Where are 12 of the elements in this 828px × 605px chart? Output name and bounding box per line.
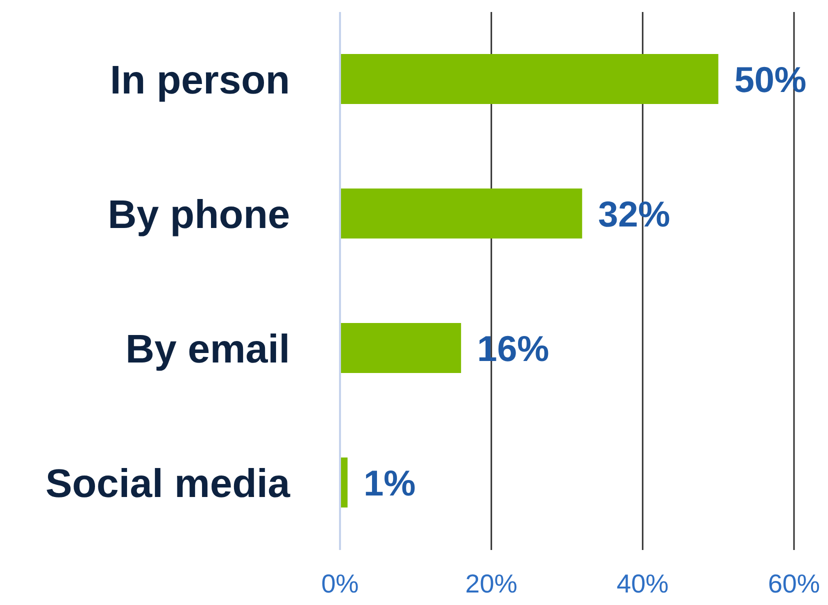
data-label: 1% [364, 462, 416, 504]
bar [340, 188, 582, 238]
x-tick-label: 0% [321, 568, 359, 598]
bar [340, 54, 718, 104]
bar [340, 323, 462, 373]
y-tick-label: By email [125, 327, 290, 372]
y-tick-label: In person [110, 58, 290, 102]
x-tick-label: 40% [616, 568, 669, 598]
y-tick-label: Social media [45, 462, 291, 506]
y-tick-label: By phone [108, 192, 290, 237]
x-tick-label: 20% [465, 568, 518, 598]
x-tick-label: 60% [768, 568, 820, 598]
